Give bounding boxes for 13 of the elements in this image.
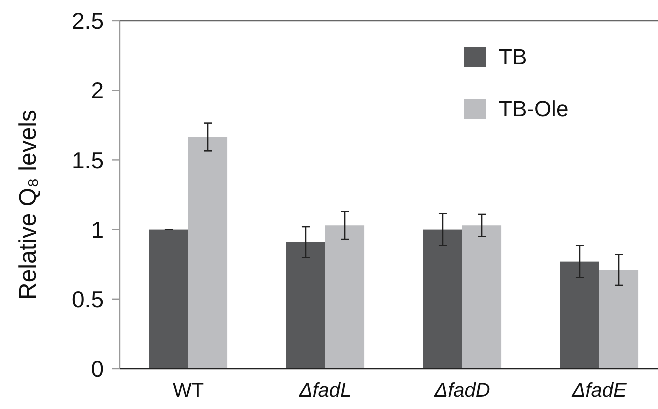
- y-axis-title: Relative Q₈ levels: [15, 110, 42, 300]
- y-tick-label: 1: [91, 216, 104, 243]
- y-tick-label: 2.5: [72, 8, 104, 34]
- y-tick-label: 0: [91, 356, 104, 382]
- x-tick-label: WT: [172, 380, 204, 402]
- x-tick-label: ΔfadL: [298, 380, 352, 402]
- y-tick-label: 1.5: [72, 147, 104, 174]
- x-tick-label: ΔfadE: [571, 380, 628, 402]
- y-tick-label: 0.5: [72, 286, 104, 312]
- legend-label: TB-Ole: [499, 96, 569, 122]
- legend-label: TB: [499, 44, 528, 70]
- y-tick-label: 2: [91, 78, 104, 104]
- x-tick-label: ΔfadD: [434, 380, 490, 402]
